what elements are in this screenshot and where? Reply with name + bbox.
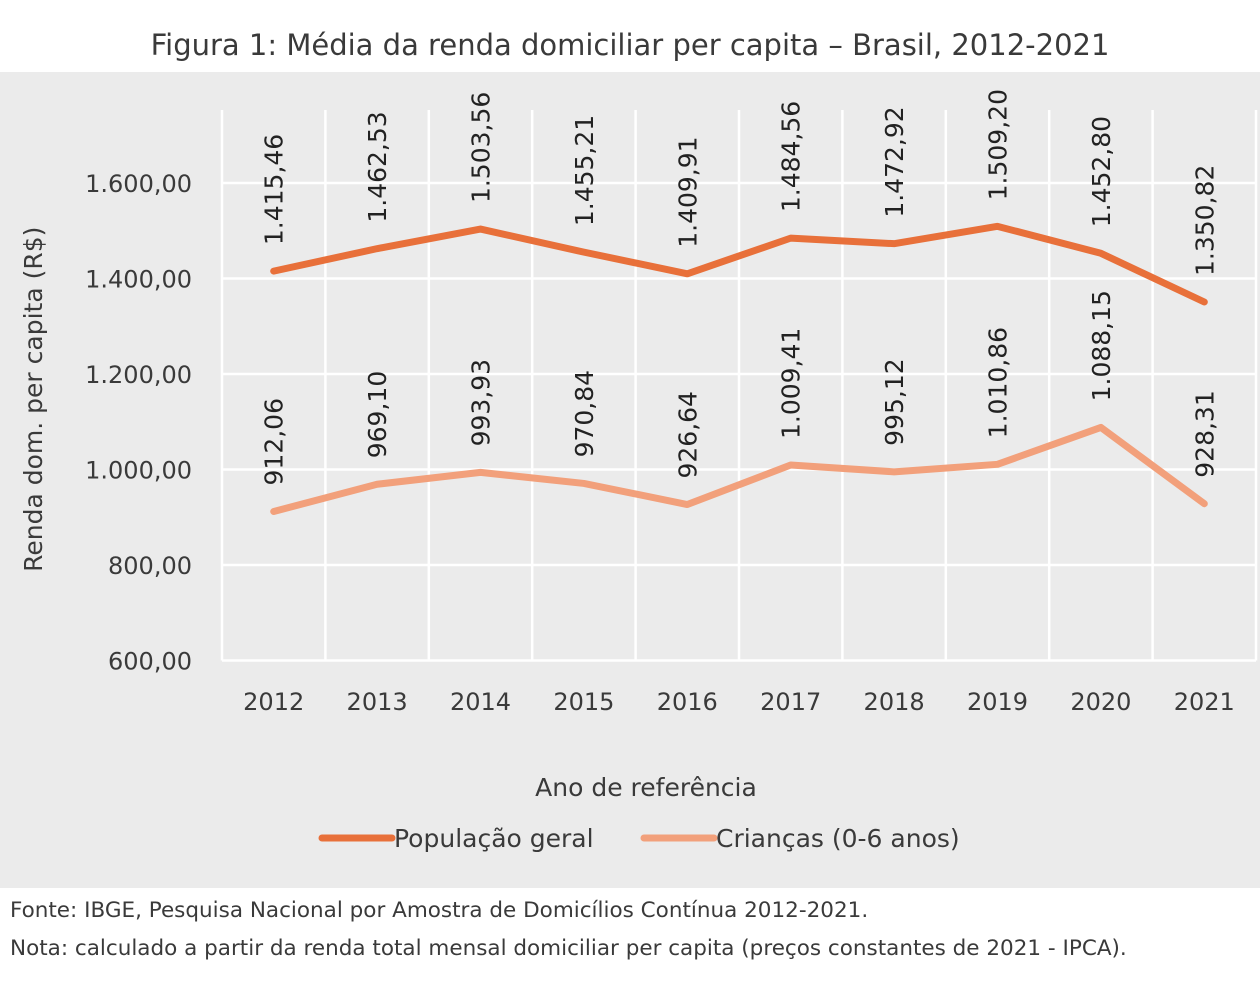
data-label-geral-2012: 1.415,46 bbox=[260, 134, 289, 245]
data-label-criancas-2021: 928,31 bbox=[1190, 390, 1219, 477]
x-tick-label-2018: 2018 bbox=[864, 688, 925, 716]
data-label-geral-2018: 1.472,92 bbox=[880, 106, 909, 217]
x-tick-label-2014: 2014 bbox=[450, 688, 511, 716]
data-label-criancas-2015: 970,84 bbox=[570, 370, 599, 457]
source-note: Fonte: IBGE, Pesquisa Nacional por Amost… bbox=[10, 898, 869, 923]
legend: População geral Crianças (0-6 anos) bbox=[318, 824, 960, 853]
data-label-criancas-2014: 993,93 bbox=[467, 359, 496, 446]
axes: 600,00 800,00 1.000,00 1.200,00 1.400,00 1.60… bbox=[19, 170, 1235, 802]
series-lines bbox=[270, 222, 1208, 515]
data-label-criancas-2019: 1.010,86 bbox=[984, 327, 1013, 438]
data-label-geral-2017: 1.484,56 bbox=[777, 101, 806, 212]
data-label-geral-2020: 1.452,80 bbox=[1087, 116, 1116, 227]
y-tick-label: 1.600,00 bbox=[85, 170, 192, 198]
x-tick-label-2021: 2021 bbox=[1174, 688, 1235, 716]
y-tick-label: 1.400,00 bbox=[85, 266, 192, 294]
data-label-criancas-2020: 1.088,15 bbox=[1087, 290, 1116, 401]
y-tick-label: 600,00 bbox=[108, 648, 192, 676]
data-label-criancas-2018: 995,12 bbox=[880, 358, 909, 445]
y-tick-label: 800,00 bbox=[108, 552, 192, 580]
figure-notes: Fonte: IBGE, Pesquisa Nacional por Amost… bbox=[10, 892, 1127, 968]
data-label-geral-2013: 1.462,53 bbox=[363, 111, 392, 222]
grid bbox=[220, 110, 1258, 662]
data-label-criancas-2012: 912,06 bbox=[260, 398, 289, 485]
data-label-geral-2021: 1.350,82 bbox=[1190, 165, 1219, 276]
x-tick-label-2013: 2013 bbox=[347, 688, 408, 716]
x-axis-title: Ano de referência bbox=[535, 773, 757, 802]
x-tick-label-2015: 2015 bbox=[553, 688, 614, 716]
data-label-criancas-2016: 926,64 bbox=[673, 391, 702, 478]
data-label-criancas-2017: 1.009,41 bbox=[777, 328, 806, 439]
legend-label-populacao-geral: População geral bbox=[394, 824, 594, 853]
data-label-geral-2019: 1.509,20 bbox=[984, 89, 1013, 200]
line-chart: 600,00 800,00 1.000,00 1.200,00 1.400,00 1.60… bbox=[19, 89, 1258, 853]
x-tick-label-2016: 2016 bbox=[657, 688, 718, 716]
series-line-criancas bbox=[270, 423, 1208, 515]
figure-title: Figura 1: Média da renda domiciliar per … bbox=[150, 28, 1110, 62]
data-label-criancas-2013: 969,10 bbox=[363, 371, 392, 458]
calculation-note: Nota: calculado a partir da renda total … bbox=[10, 936, 1127, 961]
data-label-geral-2015: 1.455,21 bbox=[570, 115, 599, 226]
series-line-populacao-geral bbox=[270, 222, 1208, 306]
x-tick-label-2012: 2012 bbox=[243, 688, 304, 716]
data-label-geral-2014: 1.503,56 bbox=[467, 92, 496, 203]
x-tick-label-2019: 2019 bbox=[967, 688, 1028, 716]
chart-panel: 600,00 800,00 1.000,00 1.200,00 1.400,00 1.60… bbox=[0, 72, 1260, 888]
y-axis-title: Renda dom. per capita (R$) bbox=[19, 227, 48, 572]
x-tick-label-2017: 2017 bbox=[760, 688, 821, 716]
legend-label-criancas: Crianças (0-6 anos) bbox=[716, 824, 960, 853]
x-tick-label-2020: 2020 bbox=[1070, 688, 1131, 716]
data-labels: 1.415,46 1.462,53 1.503,56 1.455,21 1.409,91… bbox=[260, 89, 1220, 485]
data-label-geral-2016: 1.409,91 bbox=[673, 136, 702, 247]
y-tick-label: 1.000,00 bbox=[85, 457, 192, 485]
y-tick-label: 1.200,00 bbox=[85, 361, 192, 389]
